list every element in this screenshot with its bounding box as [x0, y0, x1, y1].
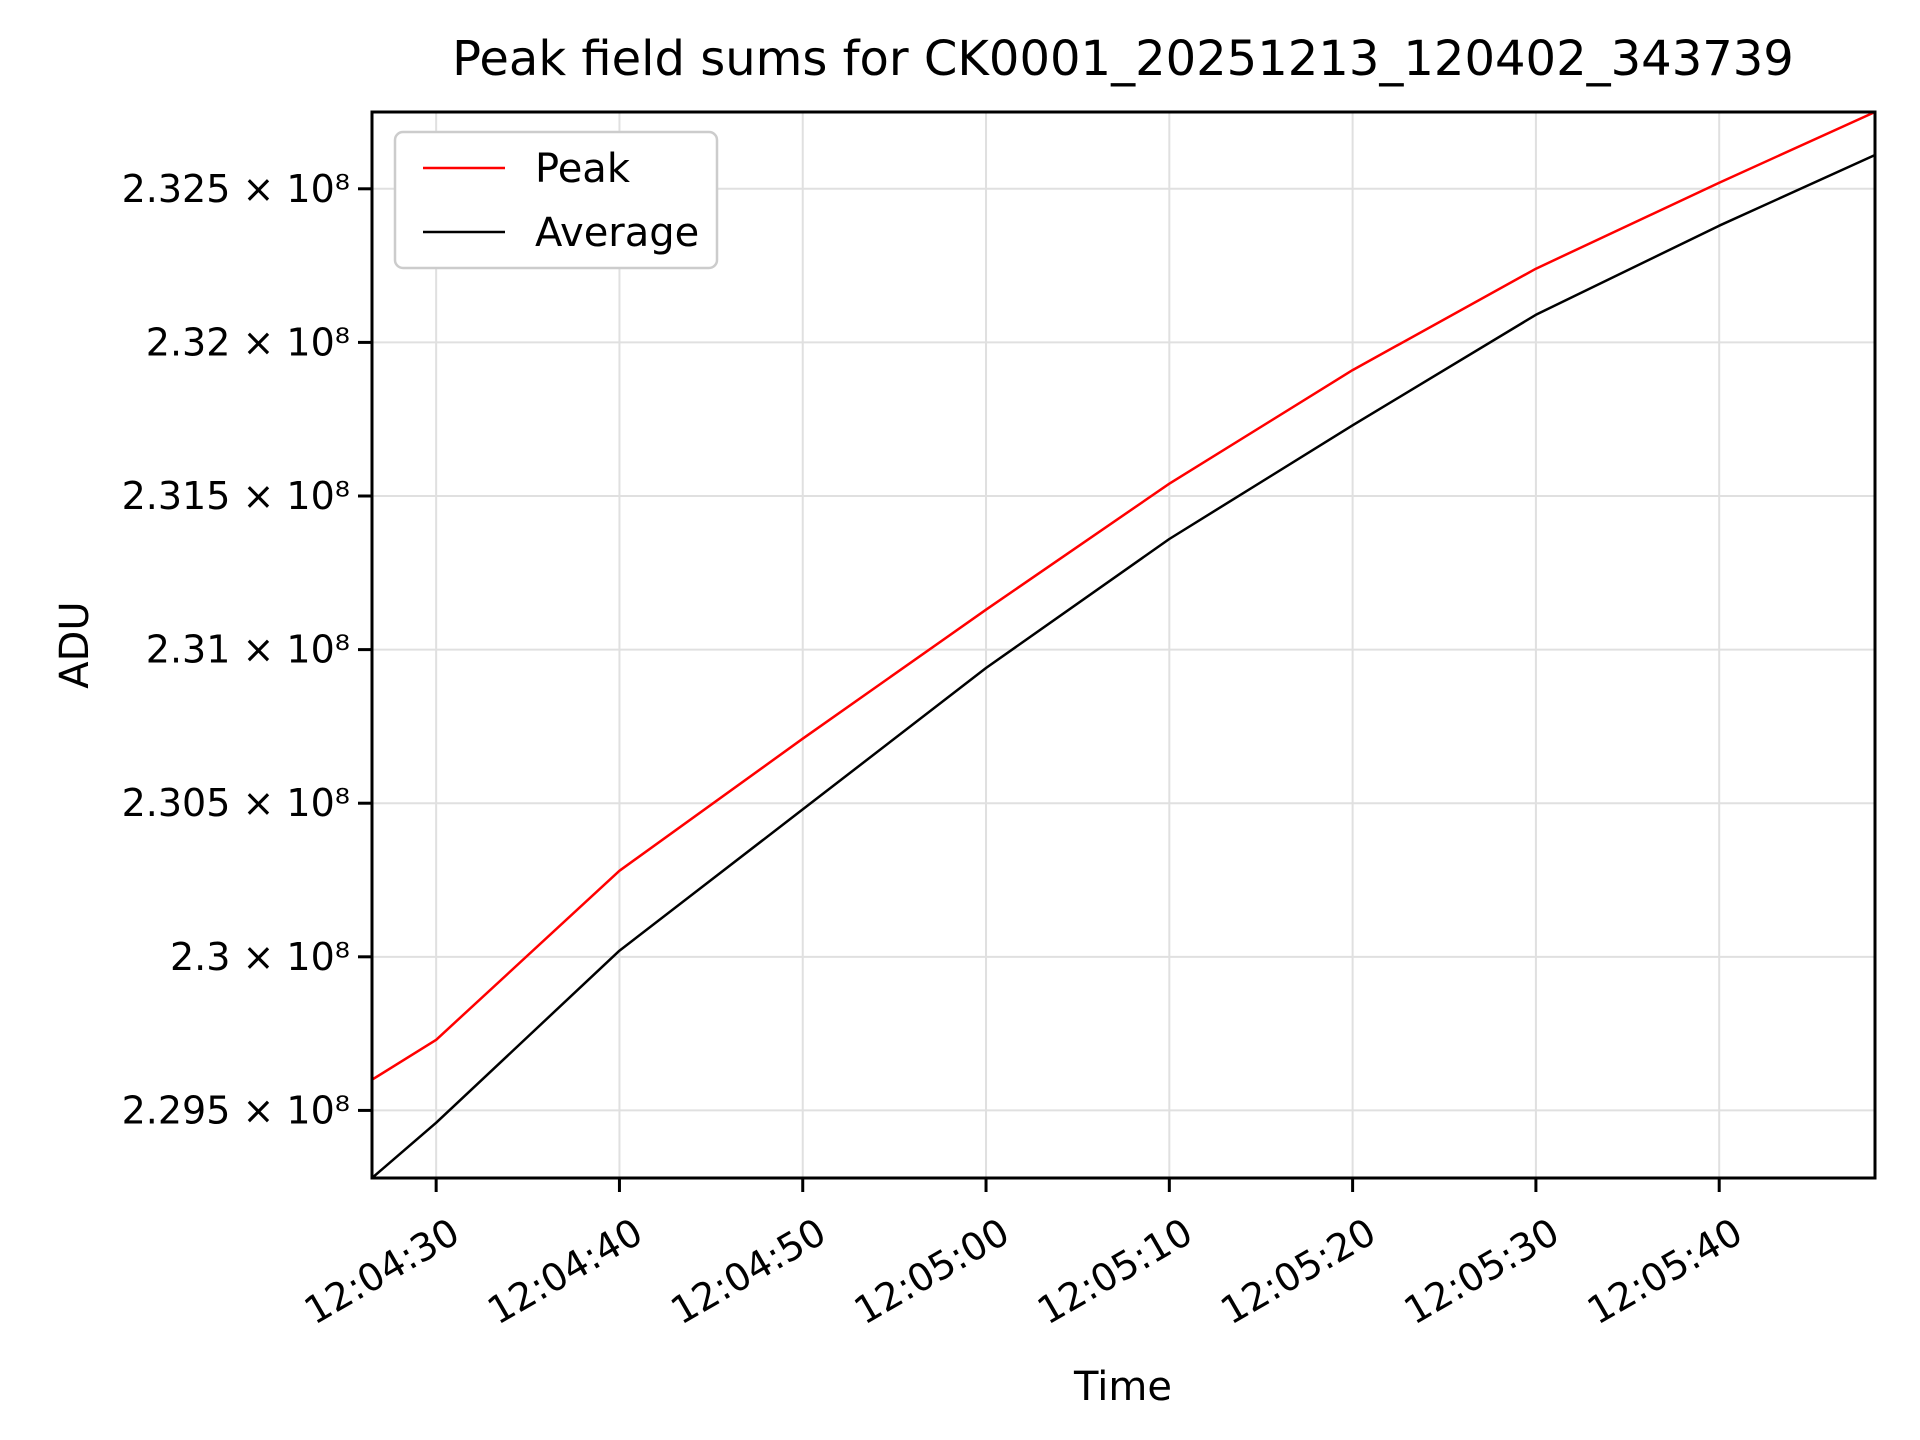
y-axis-label: ADU	[52, 601, 98, 688]
axis-ticks	[358, 187, 1721, 1192]
y-tick-label: 2.31 × 10⁸	[146, 628, 350, 672]
x-tick-label: 12:04:30	[297, 1210, 467, 1333]
y-tick-label: 2.295 × 10⁸	[122, 1088, 350, 1132]
x-tick-label: 12:04:40	[480, 1210, 650, 1333]
x-tick-label: 12:05:30	[1397, 1210, 1567, 1333]
average-line	[371, 153, 1876, 1179]
x-tick-label: 12:05:40	[1580, 1210, 1750, 1333]
x-tick-labels: 12:04:30 12:04:40 12:04:50 12:05:00 12:05:10…	[297, 1210, 1750, 1333]
x-tick-label: 12:05:10	[1030, 1210, 1200, 1333]
legend-peak-label: Peak	[535, 146, 631, 192]
gridlines	[372, 112, 1875, 1178]
y-tick-label: 2.315 × 10⁸	[122, 474, 350, 518]
x-tick-label: 12:05:00	[847, 1210, 1017, 1333]
x-tick-label: 12:04:50	[663, 1210, 833, 1333]
legend-average-label: Average	[535, 210, 699, 256]
y-tick-label: 2.305 × 10⁸	[122, 781, 350, 825]
y-tick-label: 2.325 × 10⁸	[122, 167, 350, 211]
chart-title: Peak field sums for CK0001_20251213_1204…	[452, 31, 1794, 87]
y-tick-label: 2.32 × 10⁸	[146, 320, 350, 364]
plot-border	[370, 110, 1877, 1180]
axes-spines	[370, 110, 1877, 1180]
legend: Peak Average	[393, 130, 719, 270]
y-tick-labels: 2.325 × 10⁸ 2.32 × 10⁸ 2.315 × 10⁸ 2.31 × 1…	[122, 167, 350, 1133]
x-tick-label: 12:05:20	[1213, 1210, 1383, 1333]
plot-area	[372, 112, 1875, 1178]
x-axis-label: Time	[1073, 1364, 1172, 1410]
series-lines	[371, 110, 1876, 1179]
peak-line	[371, 110, 1876, 1081]
y-tick-label: 2.3 × 10⁸	[170, 935, 350, 979]
legend-box	[393, 130, 719, 270]
